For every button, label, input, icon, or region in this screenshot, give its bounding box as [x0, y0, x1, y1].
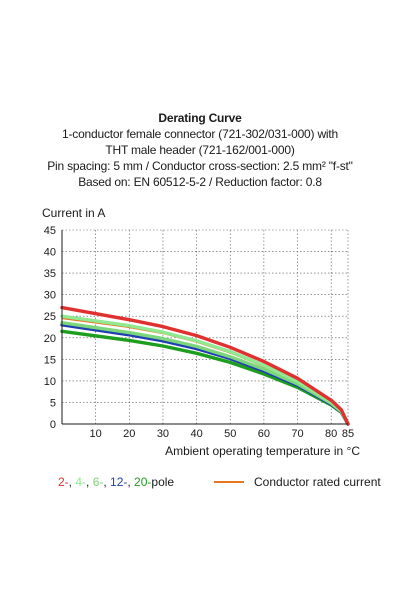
series-line-2-pole	[60, 305, 350, 426]
pole-legend-part: 4-	[75, 475, 87, 489]
rated-current-legend-label: Conductor rated current	[254, 475, 381, 489]
chart-subtitle-line-1: 1-conductor female connector (721-302/03…	[62, 127, 338, 141]
chart-title: Derating Curve	[158, 111, 242, 125]
pole-legend-part: 6-	[92, 475, 104, 489]
pole-legend-part: pole	[151, 475, 175, 489]
y-tick-label: 35	[44, 268, 56, 280]
x-tick-label: 60	[258, 428, 270, 440]
x-tick-label: 30	[157, 428, 169, 440]
x-axis-title: Ambient operating temperature in °C	[165, 444, 360, 458]
pole-legend-part: ,	[127, 475, 135, 489]
rated-current-line	[61, 317, 349, 425]
y-tick-label: 30	[44, 290, 56, 302]
derating-chart: Current in A 0 5 10 15 20 25 30 35 40 45 10 20 30 40 5…	[42, 206, 360, 458]
pole-legend-part: ,	[103, 475, 111, 489]
y-tick-label: 10	[44, 376, 56, 388]
rated-current-legend-line	[214, 481, 244, 483]
series-layer	[60, 305, 350, 426]
y-tick-label: 5	[50, 397, 56, 409]
pole-legend: 2-, 4-, 6-, 12-, 20-pole	[58, 474, 174, 490]
x-tick-label: 10	[90, 428, 102, 440]
pole-legend-part: 12-	[110, 475, 128, 489]
x-tick-label: 50	[224, 428, 236, 440]
chart-subtitle-line-2: THT male header (721-162/001-000)	[105, 143, 295, 157]
pole-legend-part: 20-	[134, 475, 152, 489]
x-tick-label: 85	[342, 428, 354, 440]
x-tick-label: 70	[291, 428, 303, 440]
y-axis-title: Current in A	[42, 206, 105, 220]
chart-heading: Derating Curve 1-conductor female connec…	[0, 110, 400, 190]
grid	[62, 229, 349, 424]
y-tick-label: 25	[44, 311, 56, 323]
pole-legend-part: 2-	[58, 475, 69, 489]
chart-subtitle-line-3: Pin spacing: 5 mm / Conductor cross-sect…	[47, 159, 353, 173]
y-tick-label: 40	[44, 247, 56, 259]
pole-legend-part: ,	[68, 475, 76, 489]
x-tick-label: 80	[325, 428, 337, 440]
series-extrapolation-2-pole	[61, 307, 130, 321]
y-tick-label: 20	[44, 333, 56, 345]
x-tick-label: 40	[190, 428, 202, 440]
y-tick-label: 45	[44, 225, 56, 237]
x-tick-label: 20	[123, 428, 135, 440]
axes	[61, 230, 348, 425]
tick-labels: 0 5 10 15 20 25 30 35 40 45 10 20 30 40 50 60 70 80 85	[44, 225, 354, 440]
rated-current-legend: Conductor rated current	[214, 474, 381, 490]
pole-legend-part: ,	[86, 475, 93, 489]
chart-subtitle-line-4: Based on: EN 60512-5-2 / Reduction facto…	[78, 175, 322, 189]
y-tick-label: 15	[44, 354, 56, 366]
y-tick-label: 0	[50, 419, 56, 431]
